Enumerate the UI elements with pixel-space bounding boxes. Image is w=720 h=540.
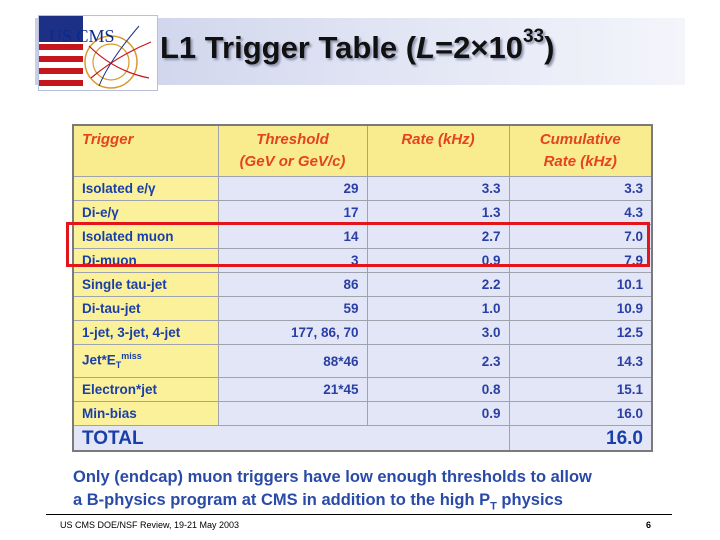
- us-cms-logo: US CMS: [38, 15, 158, 91]
- cumulative-cell: 3.3: [508, 176, 653, 201]
- trigger-cell: 1-jet, 3-jet, 4-jet: [72, 320, 219, 345]
- header-threshold: Threshold (GeV or GeV/c): [217, 124, 368, 177]
- rate-cell: 0.9: [366, 401, 510, 427]
- cumulative-cell: 15.1: [508, 377, 653, 403]
- table-row: 1-jet, 3-jet, 4-jet 177, 86, 70 3.0 12.5: [72, 320, 653, 345]
- footer-divider: [46, 514, 672, 515]
- trigger-cell: Single tau-jet: [72, 272, 219, 297]
- trigger-cell: Min-bias: [72, 401, 219, 427]
- threshold-cell: 21*45: [217, 377, 368, 403]
- cumulative-cell: 10.9: [508, 296, 653, 321]
- threshold-cell: 17: [217, 200, 368, 225]
- trigger-cell: Jet*ETmiss: [72, 343, 219, 379]
- threshold-cell: 29: [217, 176, 368, 201]
- logo-text: US CMS: [49, 26, 115, 46]
- caption-line2: a B-physics program at CMS in addition t…: [73, 489, 673, 518]
- threshold-cell: 59: [217, 296, 368, 321]
- title-exponent: 33: [522, 26, 545, 47]
- table-row: Di-e/γ 17 1.3 4.3: [72, 200, 653, 225]
- threshold-cell: 86: [217, 272, 368, 297]
- trigger-table: Trigger Threshold (GeV or GeV/c) Rate (kH…: [72, 124, 653, 453]
- trigger-cell: Isolated e/γ: [72, 176, 219, 201]
- table-row: Single tau-jet 86 2.2 10.1: [72, 272, 653, 297]
- rate-cell: 1.0: [366, 296, 510, 321]
- header-trigger: Trigger: [72, 124, 219, 177]
- caption-line1: Only (endcap) muon triggers have low eno…: [73, 468, 592, 486]
- total-row: TOTAL 16.0: [72, 425, 653, 452]
- table-row: Isolated e/γ 29 3.3 3.3: [72, 176, 653, 201]
- page-number: 6: [646, 520, 652, 530]
- caption: Only (endcap) muon triggers have low eno…: [73, 466, 673, 518]
- trigger-sub: T: [115, 360, 122, 371]
- page-title: L1 Trigger Table (L=2×1033): [160, 26, 680, 80]
- cumulative-cell: 7.9: [508, 248, 653, 273]
- trigger-sup: miss: [121, 351, 142, 361]
- trigger-cell: Isolated muon: [72, 224, 219, 249]
- threshold-cell: 177, 86, 70: [217, 320, 368, 345]
- caption-line2-prefix: a B-physics program at CMS in addition t…: [73, 491, 491, 509]
- caption-subscript: T: [490, 500, 497, 513]
- total-value: 16.0: [508, 425, 653, 452]
- table-row: Electron*jet 21*45 0.8 15.1: [72, 377, 653, 403]
- title-prefix: L1 Trigger Table (: [160, 30, 417, 65]
- table-row: Jet*ETmiss 88*46 2.3 14.3: [72, 343, 653, 379]
- table-row: Di-muon 3 0.9 7.9: [72, 248, 653, 273]
- title-variable: L: [416, 30, 436, 65]
- rate-cell: 0.8: [366, 377, 510, 403]
- header-threshold-line2: (GeV or GeV/c): [239, 153, 346, 170]
- caption-line2-suffix: physics: [496, 491, 563, 509]
- table-row: Min-bias 0.9 16.0: [72, 401, 653, 427]
- table-row: Di-tau-jet 59 1.0 10.9: [72, 296, 653, 321]
- total-label: TOTAL: [72, 425, 510, 452]
- threshold-cell: 88*46: [217, 343, 368, 379]
- cumulative-cell: 4.3: [508, 200, 653, 225]
- table-header-row: Trigger Threshold (GeV or GeV/c) Rate (kH…: [72, 124, 653, 177]
- trigger-cell: Electron*jet: [72, 377, 219, 403]
- trigger-base: Jet*E: [82, 352, 116, 368]
- header-threshold-line1: Threshold: [256, 131, 329, 148]
- muon-highlight-box: [66, 222, 650, 267]
- rate-cell: 3.0: [366, 320, 510, 345]
- header-cumulative: Cumulative Rate (kHz): [508, 124, 653, 177]
- cumulative-cell: 16.0: [508, 401, 653, 427]
- trigger-cell: Di-e/γ: [72, 200, 219, 225]
- title-suffix: ): [544, 30, 555, 65]
- rate-cell: 1.3: [366, 200, 510, 225]
- cumulative-cell: 10.1: [508, 272, 653, 297]
- header-cumulative-line1: Cumulative: [539, 131, 621, 148]
- trigger-cell: Di-tau-jet: [72, 296, 219, 321]
- threshold-cell: [217, 401, 368, 427]
- footer-text: US CMS DOE/NSF Review, 19-21 May 2003: [60, 520, 240, 530]
- cumulative-cell: 12.5: [508, 320, 653, 345]
- cumulative-cell: 14.3: [508, 343, 653, 379]
- rate-cell: 3.3: [366, 176, 510, 201]
- title-mid: =2×10: [435, 30, 523, 65]
- rate-cell: 2.2: [366, 272, 510, 297]
- trigger-cell: Di-muon: [72, 248, 219, 273]
- header-rate: Rate (kHz): [366, 124, 510, 177]
- logo-graphic-icon: [39, 16, 152, 90]
- header-cumulative-line2: Rate (kHz): [543, 153, 617, 170]
- rate-cell: 2.3: [366, 343, 510, 379]
